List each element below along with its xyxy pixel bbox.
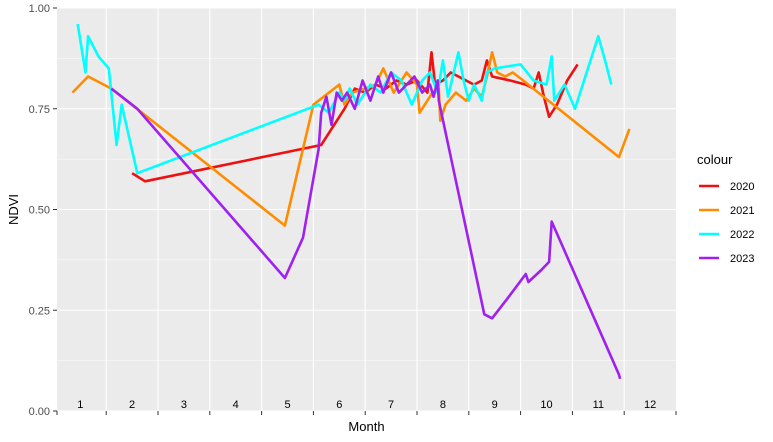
- legend-title: colour: [697, 152, 733, 167]
- x-tick-label: 11: [593, 399, 604, 411]
- grid-major: [57, 7, 676, 412]
- y-tick-label: 0.25: [29, 305, 50, 317]
- x-tick-label: 7: [388, 399, 394, 411]
- x-tick-label: 3: [181, 399, 187, 411]
- y-tick-label: 1.00: [29, 3, 50, 15]
- x-tick-label: 4: [233, 399, 239, 411]
- y-tick-label: 0.75: [29, 104, 50, 116]
- y-axis-title: NDVI: [6, 194, 21, 225]
- legend-label-2023: 2023: [730, 253, 754, 265]
- x-tick-label: 9: [492, 399, 498, 411]
- legend-label-2021: 2021: [730, 205, 754, 217]
- series-layer: [71, 23, 631, 380]
- x-tick-label: 8: [440, 399, 446, 411]
- legend: colour 2020 2021 2022 2023: [697, 152, 754, 265]
- x-tick-label: 10: [540, 399, 552, 411]
- y-tick-label: 0.50: [29, 205, 50, 217]
- x-tick-label: 2: [129, 399, 135, 411]
- axes-layer: 0.000.250.500.751.001 2 3 4 5 6 7 8 9 10 11 12: [29, 3, 677, 418]
- legend-label-2020: 2020: [730, 181, 754, 193]
- x-tick-label: 1: [77, 399, 83, 411]
- series-line-2022: [76, 23, 613, 175]
- series-line-2020: [131, 51, 579, 183]
- legend-label-2022: 2022: [730, 229, 754, 241]
- x-tick-label: 6: [336, 399, 342, 411]
- x-tick-label: 5: [284, 399, 290, 411]
- y-tick-label: 0.00: [29, 406, 50, 418]
- series-line-2023: [110, 71, 622, 380]
- x-axis-title: Month: [348, 419, 384, 434]
- x-tick-label: 12: [644, 399, 656, 411]
